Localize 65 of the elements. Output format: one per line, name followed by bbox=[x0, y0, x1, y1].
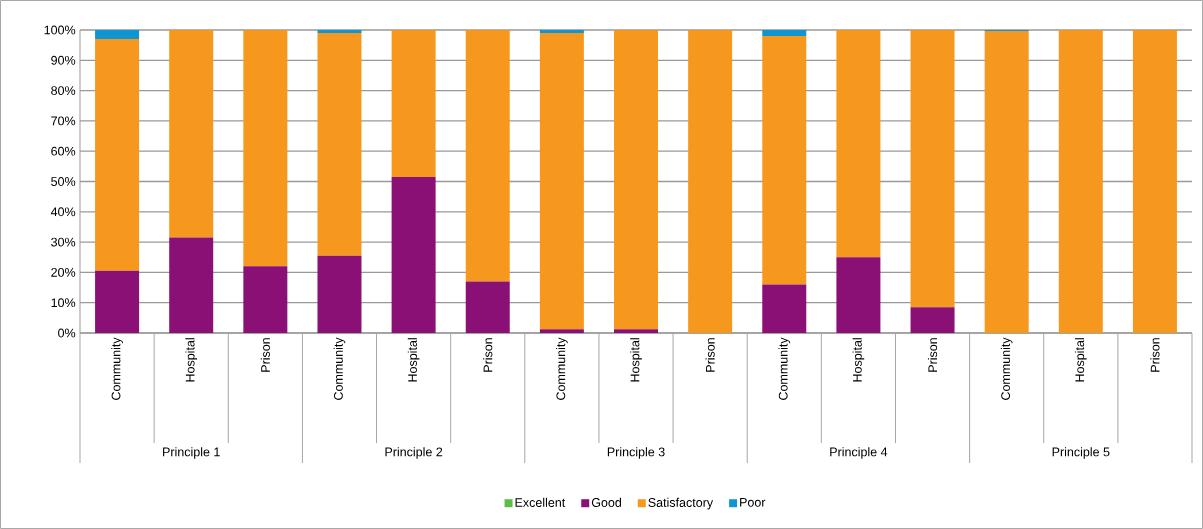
x-tick-label: Prison bbox=[483, 338, 493, 372]
bar bbox=[1058, 29, 1103, 333]
bar bbox=[762, 284, 807, 333]
bar bbox=[910, 307, 955, 333]
text: Principle 2 bbox=[385, 447, 443, 459]
y-tick-label: 70% bbox=[51, 116, 76, 126]
x-tick-label: Prison bbox=[705, 338, 715, 372]
bar bbox=[984, 30, 1029, 333]
bar bbox=[317, 29, 362, 34]
bar bbox=[317, 255, 362, 333]
bar bbox=[243, 29, 288, 267]
y-tick-label: 50% bbox=[51, 177, 76, 186]
bar bbox=[169, 237, 214, 333]
bar bbox=[317, 33, 362, 256]
y-tick-label: 90% bbox=[51, 55, 76, 65]
bar bbox=[688, 29, 733, 333]
legend-label: Good bbox=[591, 497, 621, 507]
bar bbox=[1132, 29, 1177, 333]
y-tick-label: 80% bbox=[51, 86, 76, 96]
x-tick-label: Community bbox=[556, 337, 568, 400]
x-tick-label: Prison bbox=[260, 338, 270, 372]
text: Principle 4 bbox=[830, 447, 888, 459]
x-tick-label: Prison bbox=[1150, 338, 1160, 372]
y-tick-label: 20% bbox=[51, 267, 76, 277]
bar bbox=[243, 266, 288, 333]
legend-label: Satisfactory bbox=[648, 497, 714, 510]
x-tick-label: Prison bbox=[927, 338, 938, 372]
y-tick-label: 30% bbox=[51, 237, 76, 247]
bar bbox=[95, 29, 140, 40]
x-tick-label: Hospital bbox=[852, 338, 865, 382]
bar bbox=[910, 29, 955, 308]
bar bbox=[539, 33, 584, 330]
bar bbox=[614, 29, 659, 330]
x-tick-label: Community bbox=[1000, 337, 1013, 400]
bar bbox=[762, 36, 807, 285]
y-tick-label: 10% bbox=[51, 298, 76, 308]
x-tick-label: Hospital bbox=[407, 338, 420, 382]
bar bbox=[465, 29, 510, 282]
bar bbox=[391, 176, 436, 333]
text: Principle 5 bbox=[1052, 447, 1110, 459]
bar bbox=[614, 329, 659, 333]
x-tick-label: Hospital bbox=[1074, 338, 1087, 382]
y-tick-label: 60% bbox=[51, 146, 76, 156]
bar bbox=[95, 39, 140, 271]
y-tick-label: 40% bbox=[50, 207, 76, 217]
bar bbox=[465, 281, 510, 333]
x-tick-label: Hospital bbox=[630, 338, 642, 382]
bar bbox=[539, 329, 584, 333]
bar bbox=[169, 29, 214, 238]
legend-label: Excellent bbox=[515, 497, 566, 507]
bar bbox=[836, 29, 881, 258]
text: Principle 1 bbox=[163, 447, 220, 459]
x-tick-label: Hospital bbox=[185, 338, 198, 382]
bar bbox=[762, 29, 807, 37]
x-tick-label: Community bbox=[111, 337, 123, 400]
bar bbox=[95, 270, 140, 333]
legend-label: Poor bbox=[740, 498, 766, 507]
bar bbox=[836, 257, 881, 333]
y-tick-label: 100% bbox=[44, 25, 76, 35]
bar bbox=[391, 29, 436, 177]
bar bbox=[539, 29, 584, 34]
x-tick-label: Community bbox=[778, 337, 791, 400]
text: Principle 3 bbox=[607, 447, 665, 459]
y-tick-label: 0% bbox=[58, 328, 76, 338]
x-tick-label: Community bbox=[333, 337, 346, 400]
